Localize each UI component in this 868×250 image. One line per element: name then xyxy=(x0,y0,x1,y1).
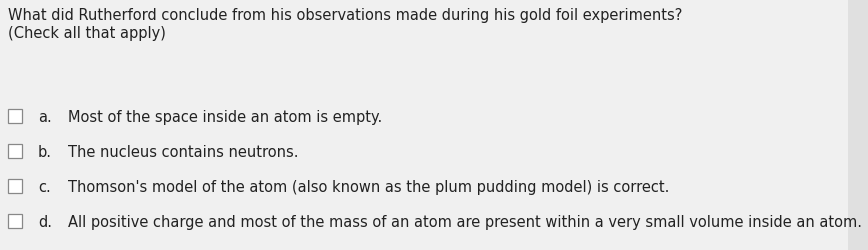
Text: (Check all that apply): (Check all that apply) xyxy=(8,26,166,41)
Text: b.: b. xyxy=(38,145,52,160)
Bar xyxy=(8,109,22,123)
Text: The nucleus contains neutrons.: The nucleus contains neutrons. xyxy=(68,145,299,160)
Bar xyxy=(8,214,22,228)
Text: All positive charge and most of the mass of an atom are present within a very sm: All positive charge and most of the mass… xyxy=(68,215,862,230)
Text: a.: a. xyxy=(38,110,52,125)
Text: c.: c. xyxy=(38,180,50,195)
Text: Most of the space inside an atom is empty.: Most of the space inside an atom is empt… xyxy=(68,110,382,125)
Bar xyxy=(8,144,22,158)
Text: d.: d. xyxy=(38,215,52,230)
Text: Thomson's model of the atom (also known as the plum pudding model) is correct.: Thomson's model of the atom (also known … xyxy=(68,180,669,195)
Bar xyxy=(8,179,22,193)
Text: What did Rutherford conclude from his observations made during his gold foil exp: What did Rutherford conclude from his ob… xyxy=(8,8,682,23)
